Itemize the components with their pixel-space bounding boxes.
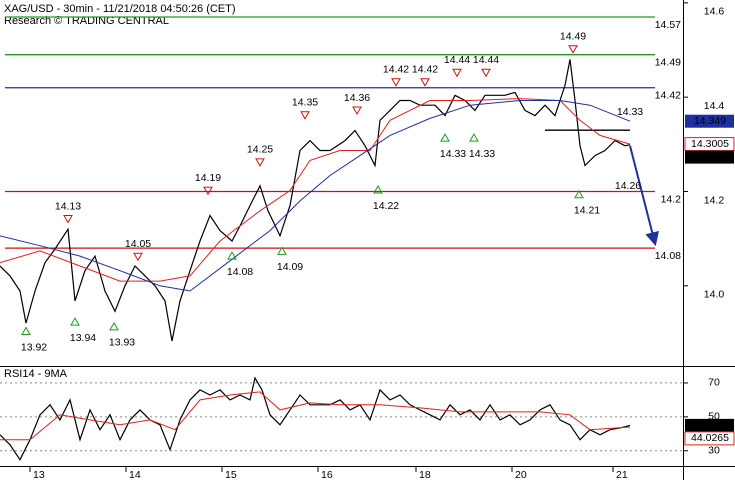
resistance-marker [352,106,362,116]
support-label: 14.21 [574,205,600,217]
x-tick-label: 13 [33,469,45,480]
chart-title: XAG/USD - 30min - 11/21/2018 04:50:26 (C… [4,3,236,15]
level-label: 14.42 [655,90,681,102]
level-label: 14.2 [661,193,682,205]
resistance-label: 14.44 [473,54,499,66]
resistance-label: 14.19 [195,172,221,184]
resistance-marker [420,78,430,87]
support-marker [373,185,383,194]
resistance-marker [568,45,578,54]
resistance-label: 14.44 [444,54,470,66]
last-value-box [685,114,734,128]
support-label: 13.93 [109,337,135,349]
series-line [0,100,631,292]
x-tick-label: 21 [616,469,628,480]
resistance-marker [255,158,265,167]
resistance-label: 14.05 [125,238,151,250]
resistance-label: 14.36 [344,92,370,104]
support-marker [469,133,479,142]
resistance-label: 14.42 [412,64,438,76]
support-label: 14.22 [373,200,399,212]
y-tick-label: 14.0 [704,289,725,301]
support-marker [227,251,237,260]
resistance-marker [133,252,143,262]
support-marker [277,246,287,255]
last-value-label: 14.299 [694,151,726,163]
series-line [0,376,631,461]
last-value-label: 14.349 [694,115,726,127]
support-marker [109,321,119,331]
resistance-label: 14.25 [247,144,273,156]
support-label: 13.94 [70,332,96,344]
resistance-label: 14.42 [383,64,409,76]
resistance-marker [481,68,491,78]
last-value-label: 14.3005 [691,138,729,150]
last-value-box [685,418,734,432]
x-tick-label: 16 [321,469,333,480]
y-tick-label: 14.4 [704,100,725,112]
x-tick-label: 15 [225,469,237,480]
resistance-marker [203,186,213,196]
note-label: 14.33 [617,106,643,118]
support-label: 14.33 [440,148,466,160]
resistance-label: 14.13 [55,200,81,212]
resistance-marker [391,78,401,87]
support-label: 13.92 [21,341,47,353]
resistance-label: 14.35 [292,97,318,109]
y-tick-label: 30 [708,445,720,457]
resistance-label: 14.49 [560,30,586,42]
support-marker [440,133,450,142]
chart-subtitle: Research © TRADING CENTRAL [4,15,169,27]
last-value-label: 44.9599 [691,419,729,431]
support-marker [574,189,584,199]
level-label: 14.57 [655,19,681,31]
x-tick-label: 20 [515,469,527,480]
x-tick-label: 14 [129,469,141,480]
last-value-box [685,150,734,164]
last-value-box [684,431,735,446]
level-label: 14.08 [655,250,681,262]
resistance-marker [300,111,310,120]
support-label: 14.33 [469,148,495,160]
panel-title: RSI14 - 9MA [4,368,68,380]
support-label: 14.09 [277,261,303,273]
level-label: 14.49 [655,56,681,68]
forecast-arrow [629,145,660,247]
y-tick-label: 70 [708,377,720,389]
y-tick-label: 14.2 [704,194,725,206]
series-line [0,59,631,342]
support-label: 14.08 [227,266,253,278]
resistance-marker [63,215,73,224]
support-marker [70,317,80,326]
note-label: 14.26 [615,180,641,192]
y-tick-label: 50 [708,411,720,423]
x-tick-label: 18 [419,469,431,480]
support-marker [21,326,31,336]
y-tick-label: 14.6 [704,6,725,18]
resistance-marker [452,68,462,78]
last-value-label: 44.0265 [691,432,729,444]
series-line [0,391,631,441]
